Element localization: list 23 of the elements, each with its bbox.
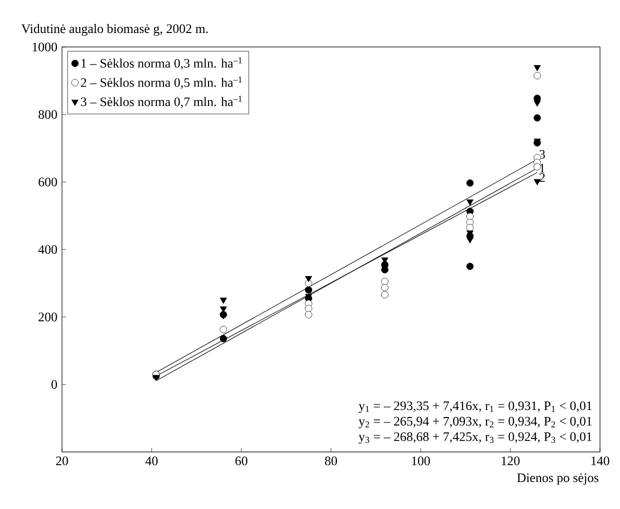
legend-label: 3 – Sėklos norma 0,7 mln. ha$^{–1}$	[81, 96, 242, 108]
x-tick-label: 60	[235, 456, 248, 466]
annotation: y$_{2}$ = – 265,94 + 7,093x, r$_{2}$ = 0,934, P$_{2}$ < 0,01	[358, 416, 592, 428]
x-tick-label: 140	[591, 456, 610, 466]
x-tick-label: 120	[502, 456, 520, 466]
x-axis-title: Dienos po sėjos	[517, 473, 598, 485]
x-tick-label: 100	[412, 456, 430, 466]
legend-label: 2 – Sėklos norma 0,5 mln. ha$^{–1}$	[80, 76, 242, 89]
x-tick-label: 40	[145, 456, 158, 466]
annotation: y$_{3}$ = – 268,68 + 7,425x, r$_{3}$ = 0,924, P$_{3}$ < 0,01	[358, 432, 592, 444]
y-tick-label: 400	[38, 245, 57, 254]
annotation: y$_{1}$ = – 293,35 + 7,416x, r$_{1}$ = 0,931, P$_{1}$ < 0,01	[358, 401, 592, 413]
x-tick-label: 20	[56, 456, 68, 466]
y-tick-label: 600	[38, 178, 57, 186]
y-tick-label: 800	[38, 110, 57, 119]
series-label: 2	[540, 173, 545, 182]
y-tick-label: 200	[38, 312, 57, 322]
legend-label: 1 – Sėklos norma 0,3 mln. ha$^{–1}$	[82, 57, 242, 70]
y-tick-label: 0	[52, 380, 57, 389]
chart-title: Vidutinė augalo biomasė g, 2002 m.	[21, 24, 208, 36]
series-label: 1	[540, 164, 545, 172]
x-tick-label: 80	[325, 456, 337, 466]
y-tick-label: 1000	[32, 42, 57, 52]
